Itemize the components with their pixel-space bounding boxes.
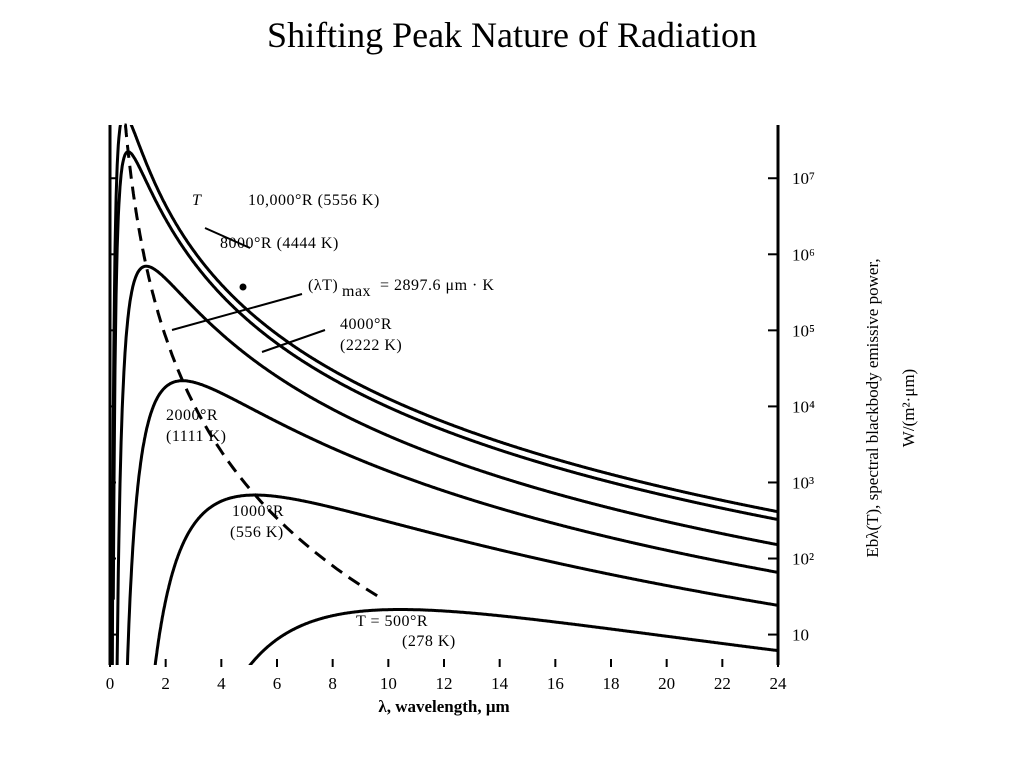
annotation-leader-line <box>204 227 251 249</box>
plot-frame <box>108 125 780 665</box>
y-tick-label: 10⁷ <box>792 169 815 188</box>
x-tick-label: 6 <box>273 674 282 693</box>
x-tick-label: 24 <box>770 674 788 693</box>
label-500R-b: (278 K) <box>402 633 456 650</box>
y-tick-label: 10 <box>792 626 809 645</box>
annotation-leader-line <box>171 293 303 331</box>
curves-group <box>110 125 778 665</box>
x-axis-label: λ, wavelength, μm <box>378 697 509 716</box>
x-tick-label: 4 <box>217 674 226 693</box>
annotation-leaders <box>171 227 326 353</box>
label-wien-sub: max <box>342 283 371 300</box>
x-tick-label: 2 <box>161 674 170 693</box>
curve-4444K <box>111 150 778 600</box>
x-tick-label: 20 <box>658 674 675 693</box>
x-tick-label: 10 <box>380 674 397 693</box>
x-tick-label: 12 <box>436 674 453 693</box>
y-axis-ticks: 10 10² 10³ 10⁴ 10⁵ 10⁶ 10⁷ <box>110 169 815 645</box>
label-1000R-b: (556 K) <box>230 524 284 541</box>
label-500R-a: T = 500°R <box>356 613 428 630</box>
y-axis-label-line1: Ebλ(T), spectral blackbody emissive powe… <box>863 258 882 557</box>
label-4000R-a: 4000°R <box>340 316 392 333</box>
y-tick-label: 10⁶ <box>792 245 815 264</box>
label-2000R-b: (1111 K) <box>166 428 226 445</box>
peak-locus-line <box>123 123 384 601</box>
label-1000R-a: 1000°R <box>232 503 284 520</box>
curve-278K <box>248 608 778 665</box>
annotation-dot <box>239 283 247 291</box>
y-tick-label: 10² <box>792 550 814 569</box>
x-tick-label: 0 <box>106 674 115 693</box>
label-10000R: 10,000°R (5556 K) <box>248 192 380 209</box>
label-wien-a: (λT) <box>308 277 338 294</box>
curve-5556K <box>110 125 778 665</box>
curve-556K <box>153 493 778 665</box>
y-tick-label: 10⁵ <box>792 321 815 340</box>
label-4000R-b: (2222 K) <box>340 337 402 354</box>
y-tick-label: 10³ <box>792 473 814 492</box>
label-10000R-t: T <box>192 192 202 209</box>
y-tick-label: 10⁴ <box>792 397 815 416</box>
x-tick-label: 22 <box>714 674 731 693</box>
x-tick-label: 18 <box>603 674 620 693</box>
x-tick-label: 14 <box>491 674 509 693</box>
slide-title: Shifting Peak Nature of Radiation <box>267 15 757 55</box>
y-axis-label-line2: W/(m²·μm) <box>899 369 918 447</box>
x-axis-ticks: 0 2 4 6 8 10 12 14 16 18 20 22 24 <box>106 659 787 693</box>
x-tick-label: 8 <box>328 674 337 693</box>
label-2000R-a: 2000°R <box>166 407 218 424</box>
x-tick-label: 16 <box>547 674 564 693</box>
label-wien-b: = 2897.6 μm · K <box>380 277 494 294</box>
curve-2222K <box>115 264 778 665</box>
curve-1111K <box>125 379 778 665</box>
annotation-leader-line <box>261 329 326 353</box>
label-8000R: 8000°R (4444 K) <box>220 235 339 252</box>
